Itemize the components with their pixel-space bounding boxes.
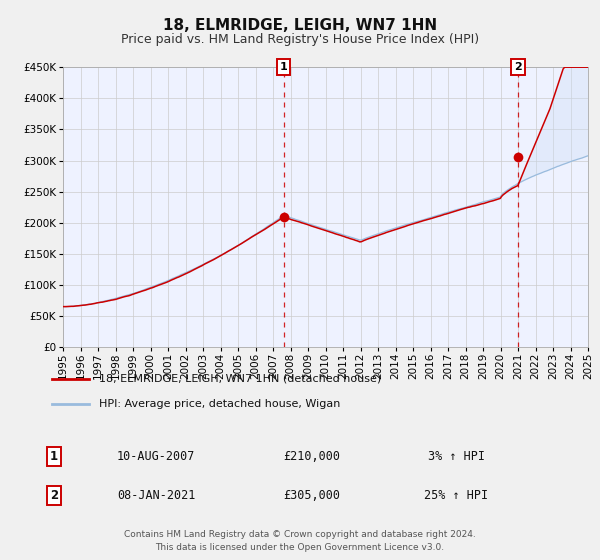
Text: 2: 2 [514, 62, 522, 72]
Text: £210,000: £210,000 [284, 450, 341, 463]
Text: 10-AUG-2007: 10-AUG-2007 [117, 450, 195, 463]
Text: £305,000: £305,000 [284, 489, 341, 502]
Text: 1: 1 [50, 450, 58, 463]
Text: 1: 1 [280, 62, 287, 72]
Text: 18, ELMRIDGE, LEIGH, WN7 1HN (detached house): 18, ELMRIDGE, LEIGH, WN7 1HN (detached h… [100, 374, 382, 384]
Text: 25% ↑ HPI: 25% ↑ HPI [424, 489, 488, 502]
Text: HPI: Average price, detached house, Wigan: HPI: Average price, detached house, Wiga… [100, 399, 341, 409]
Text: 2: 2 [50, 489, 58, 502]
Text: Price paid vs. HM Land Registry's House Price Index (HPI): Price paid vs. HM Land Registry's House … [121, 32, 479, 46]
Text: 3% ↑ HPI: 3% ↑ HPI [427, 450, 485, 463]
Text: 18, ELMRIDGE, LEIGH, WN7 1HN: 18, ELMRIDGE, LEIGH, WN7 1HN [163, 18, 437, 32]
Text: Contains HM Land Registry data © Crown copyright and database right 2024.
This d: Contains HM Land Registry data © Crown c… [124, 530, 476, 552]
Text: 08-JAN-2021: 08-JAN-2021 [117, 489, 195, 502]
